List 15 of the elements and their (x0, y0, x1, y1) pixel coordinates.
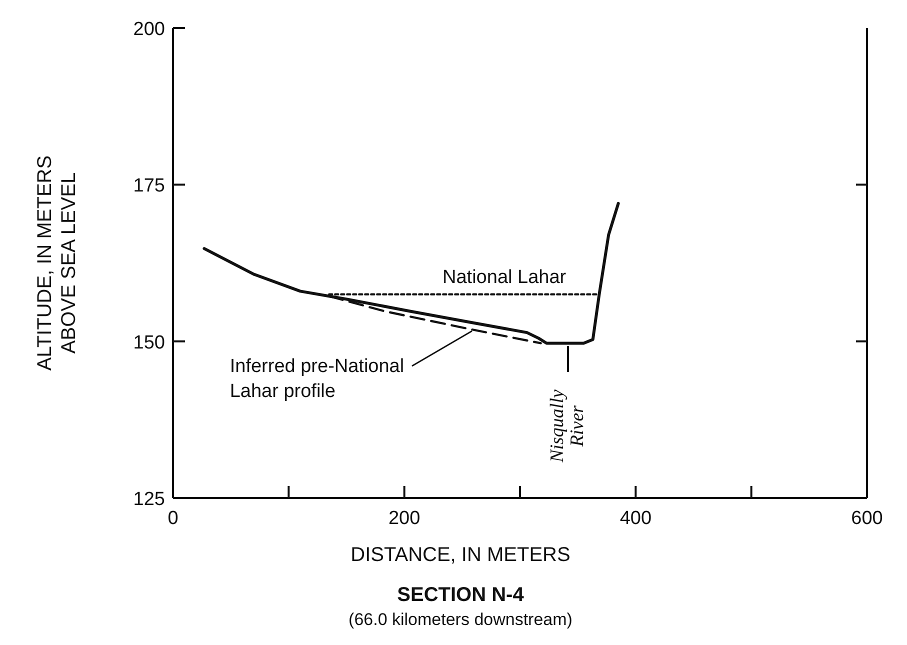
text: Inferred pre-National Lahar profile (230, 355, 406, 404)
y-tick-label: 125 (133, 489, 165, 510)
y-tick-label: 150 (133, 332, 165, 354)
text: SECTION N-4 (396, 584, 525, 607)
y-tick-label: 175 (133, 176, 165, 197)
x-axis-title: DISTANCE, IN METERS (350, 544, 572, 567)
x-tick-label: 0 (168, 508, 178, 529)
y-tick-label: 200 (133, 19, 165, 40)
y-axis-title: ALTITUDE, IN METERS ABOVE SEA LEVEL (33, 154, 81, 373)
series-label: National Lahar (442, 267, 568, 290)
x-tick-label: 400 (620, 508, 652, 529)
annotation: Nisqually River (546, 388, 588, 465)
x-tick-label: 600 (851, 508, 883, 529)
text: (66.0 kilometers downstream) (348, 610, 574, 630)
x-tick-label: 200 (388, 508, 420, 529)
